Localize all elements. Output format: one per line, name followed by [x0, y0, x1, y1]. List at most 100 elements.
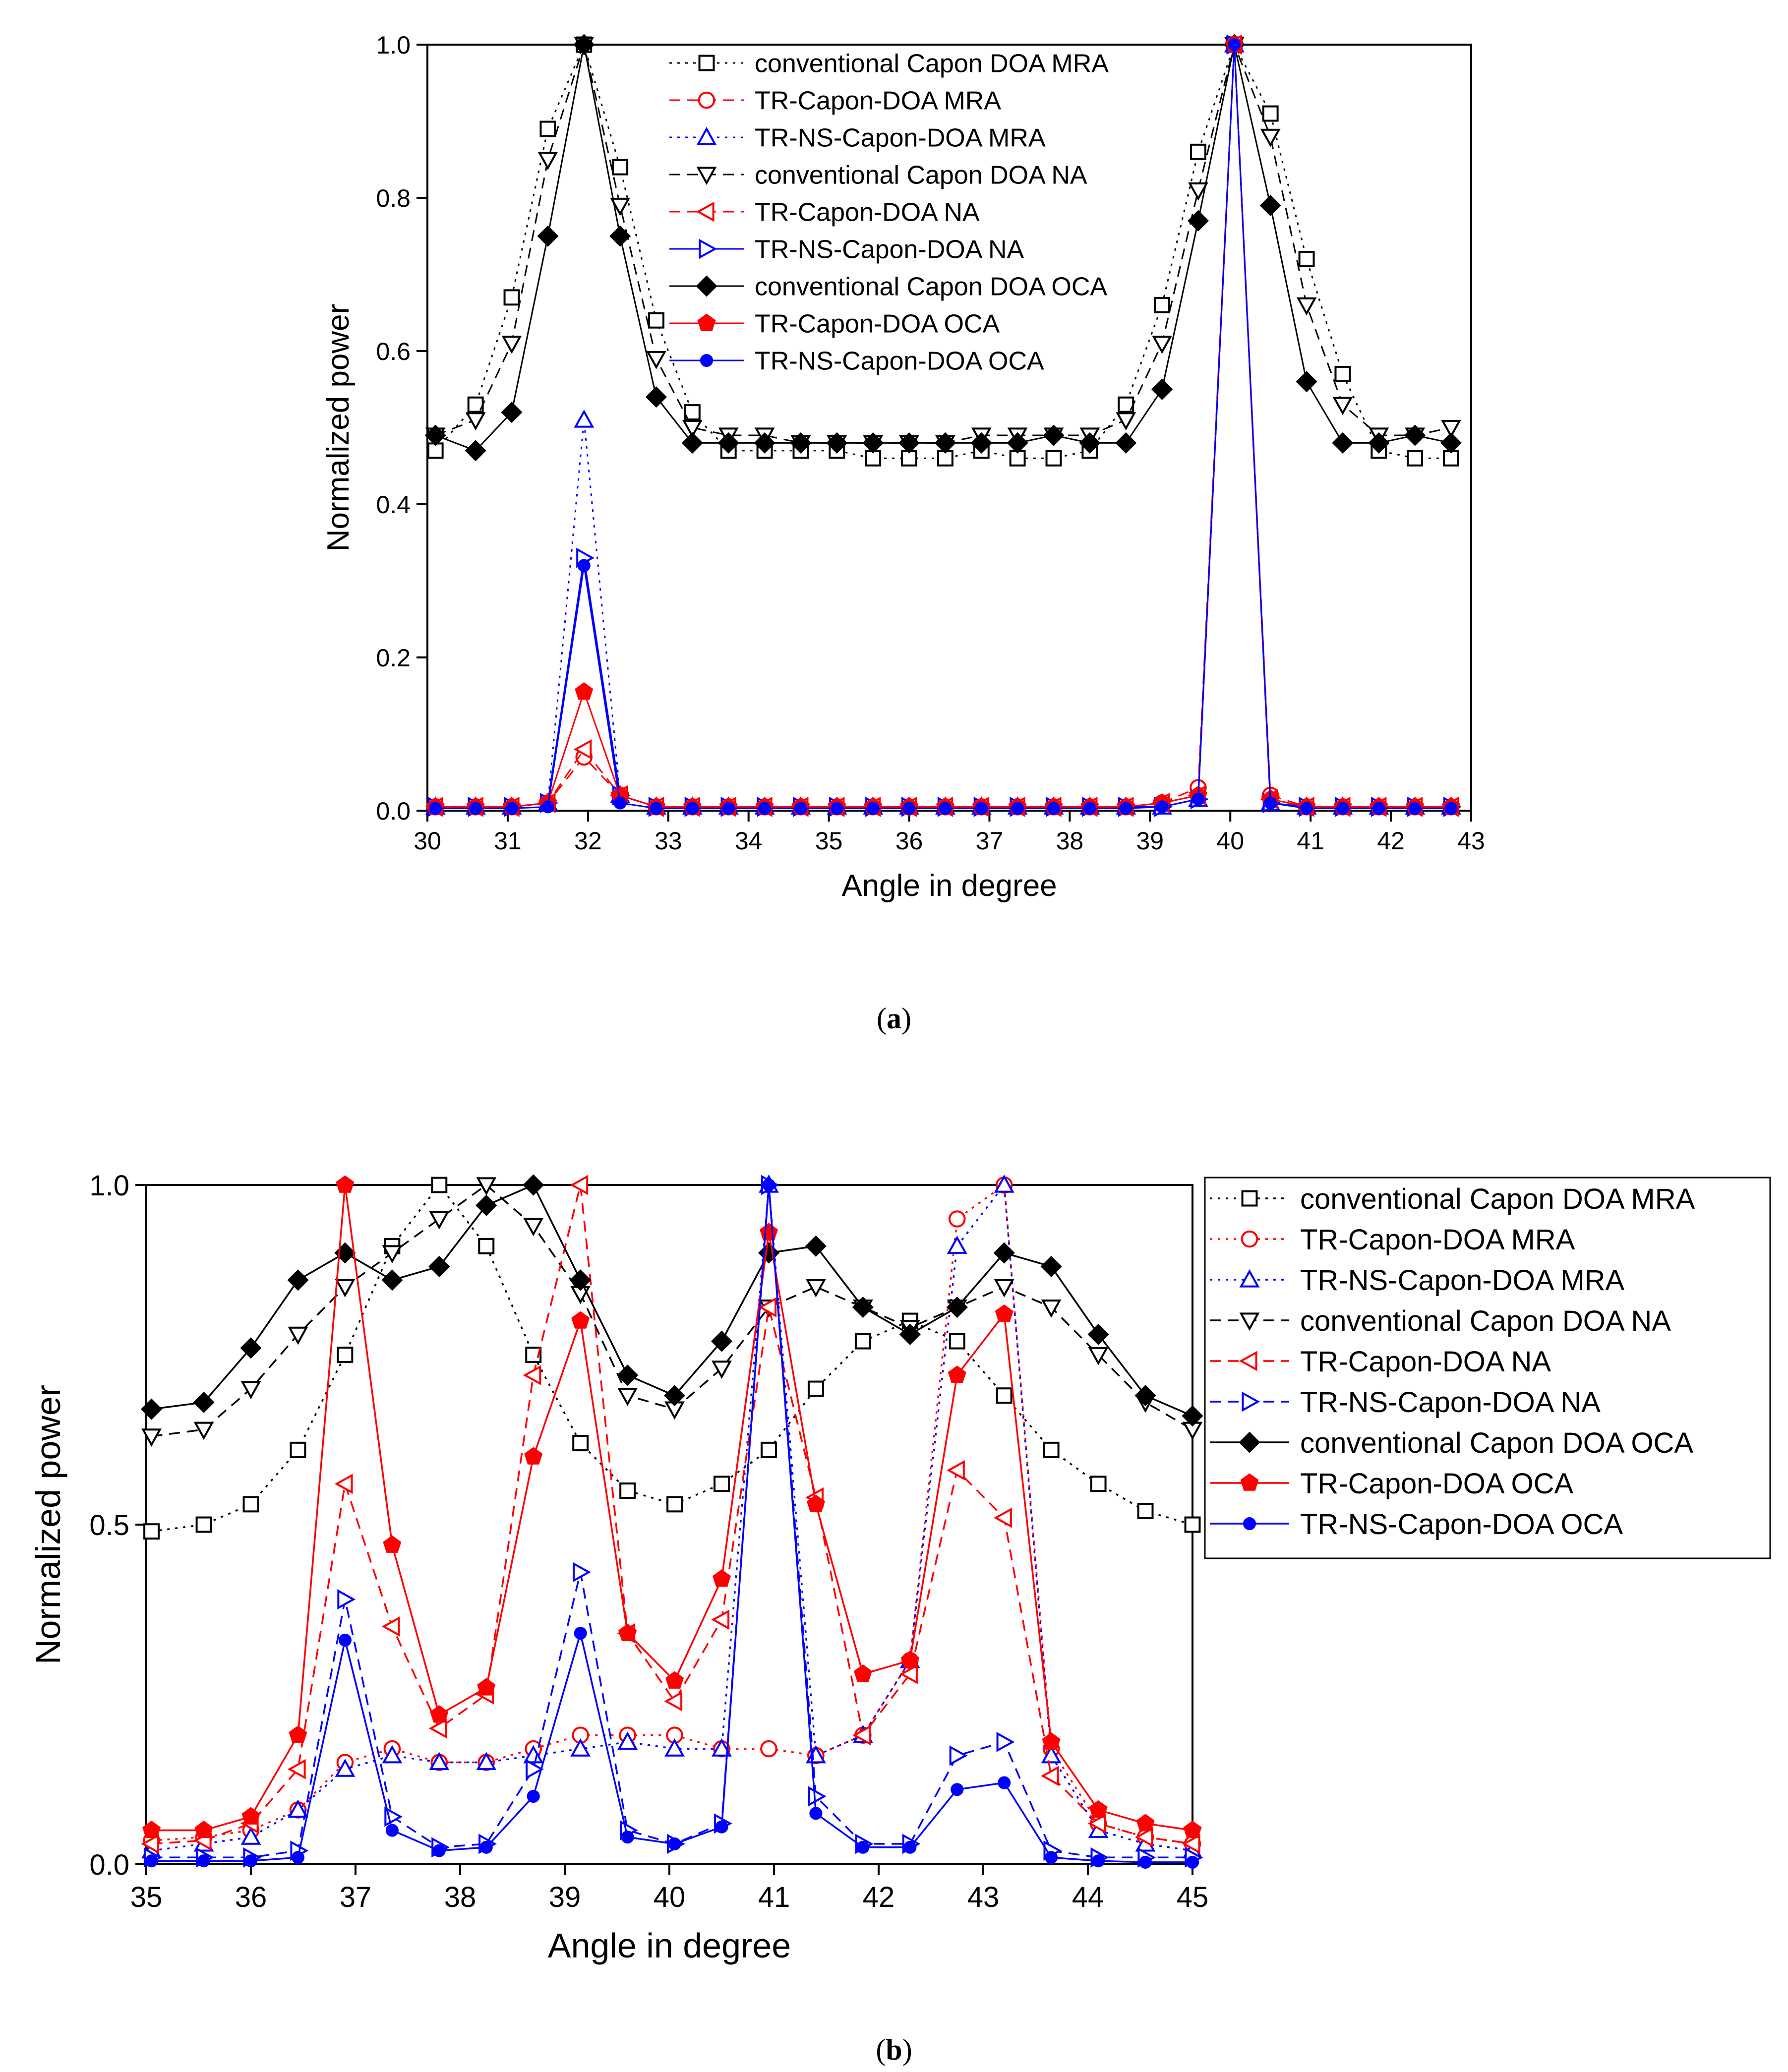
data-point: [1045, 1851, 1058, 1864]
series-9: [145, 1178, 1199, 1869]
data-point: [666, 1496, 683, 1513]
legend-marker: [698, 91, 715, 109]
data-point: [1372, 802, 1385, 815]
data-point: [853, 1664, 872, 1682]
caption-b: (b): [876, 2033, 912, 2066]
data-point: [645, 386, 667, 408]
data-point: [429, 802, 442, 815]
data-point: [684, 404, 701, 421]
data-point: [1040, 1766, 1059, 1786]
data-point: [664, 1691, 683, 1712]
data-point: [194, 1821, 213, 1838]
plot-area: [424, 34, 1462, 817]
legend-label: conventional Capon DOA NA: [755, 161, 1087, 190]
data-point: [862, 432, 884, 454]
legend-label: TR-NS-Capon-DOA OCA: [1300, 1508, 1623, 1540]
data-point: [476, 1177, 497, 1196]
data-point: [1336, 802, 1349, 815]
data-point: [1192, 792, 1205, 806]
data-point: [681, 432, 703, 454]
data-point: [242, 1496, 259, 1513]
data-point: [951, 1783, 964, 1796]
x-tick-label: 40: [654, 1881, 686, 1913]
data-point: [715, 1820, 728, 1834]
series-7: [424, 34, 1462, 462]
data-point: [1298, 251, 1315, 268]
data-point: [478, 1238, 495, 1254]
legend: conventional Capon DOA MRA TR-Capon-DOA M…: [1204, 1177, 1771, 1559]
data-point: [610, 197, 630, 216]
series-4: [141, 1177, 1203, 1447]
data-point: [143, 1523, 160, 1540]
data-point: [758, 802, 772, 815]
x-tick-label: 44: [1072, 1881, 1104, 1913]
data-point: [1042, 1732, 1061, 1750]
data-point: [334, 1474, 353, 1494]
data-point: [573, 1562, 591, 1583]
data-point: [994, 1174, 1014, 1193]
data-point: [1228, 38, 1241, 52]
data-point: [1296, 371, 1317, 393]
x-tick-label: 33: [655, 827, 682, 855]
data-point: [501, 336, 522, 354]
data-point: [711, 1330, 733, 1352]
x-tick-label: 38: [444, 1881, 477, 1913]
legend-label: TR-NS-Capon-DOA MRA: [755, 124, 1046, 153]
data-point: [431, 1177, 448, 1193]
data-point: [806, 1494, 825, 1512]
x-axis-label: Angle in degree: [548, 1926, 791, 1965]
data-point: [1134, 1385, 1156, 1407]
data-point: [717, 432, 739, 454]
data-point: [244, 1854, 258, 1868]
data-point: [195, 1516, 212, 1533]
data-point: [794, 802, 807, 815]
x-tick-label: 39: [1136, 827, 1164, 855]
x-tick-label: 32: [574, 827, 602, 855]
data-point: [140, 1398, 163, 1420]
y-axis-label: Normalized power: [321, 304, 356, 552]
x-tick-label: 43: [967, 1881, 1000, 1913]
data-point: [241, 1807, 260, 1825]
data-point: [240, 1827, 261, 1845]
data-point: [1408, 802, 1422, 815]
data-point: [1090, 1476, 1107, 1492]
data-point: [994, 1507, 1012, 1528]
data-point: [854, 1333, 871, 1350]
data-point: [335, 1279, 356, 1298]
x-tick-label: 37: [340, 1881, 372, 1913]
data-point: [539, 120, 556, 137]
x-tick-label: 36: [235, 1881, 267, 1913]
data-point: [711, 1609, 730, 1630]
data-point: [288, 1799, 308, 1818]
legend-label: conventional Capon DOA NA: [1300, 1305, 1671, 1337]
legend-marker: [1239, 1269, 1260, 1288]
data-point: [1047, 802, 1061, 815]
data-point: [428, 1718, 447, 1739]
data-point: [335, 1759, 356, 1777]
data-point: [524, 1447, 543, 1465]
data-point: [1182, 1834, 1200, 1854]
data-point: [382, 1245, 403, 1264]
legend-label: TR-NS-Capon-DOA NA: [755, 236, 1024, 264]
data-point: [712, 1738, 732, 1757]
legend-marker: [700, 354, 714, 367]
data-point: [477, 1678, 496, 1696]
data-point: [714, 1476, 730, 1492]
data-point: [240, 1381, 261, 1400]
data-point: [898, 432, 920, 454]
data-point: [288, 1326, 308, 1345]
data-point: [947, 1236, 967, 1254]
x-tick-label: 36: [895, 827, 923, 855]
data-point: [429, 1752, 450, 1771]
data-point: [572, 1435, 589, 1452]
legend-marker: [698, 55, 715, 71]
data-point: [994, 1279, 1014, 1298]
data-point: [758, 1242, 780, 1264]
data-point: [429, 1211, 450, 1230]
legend-marker: [697, 313, 716, 331]
data-point: [1334, 365, 1351, 382]
data-point: [618, 1623, 637, 1641]
data-point: [523, 1365, 541, 1385]
y-tick-label: 0.6: [376, 338, 411, 365]
